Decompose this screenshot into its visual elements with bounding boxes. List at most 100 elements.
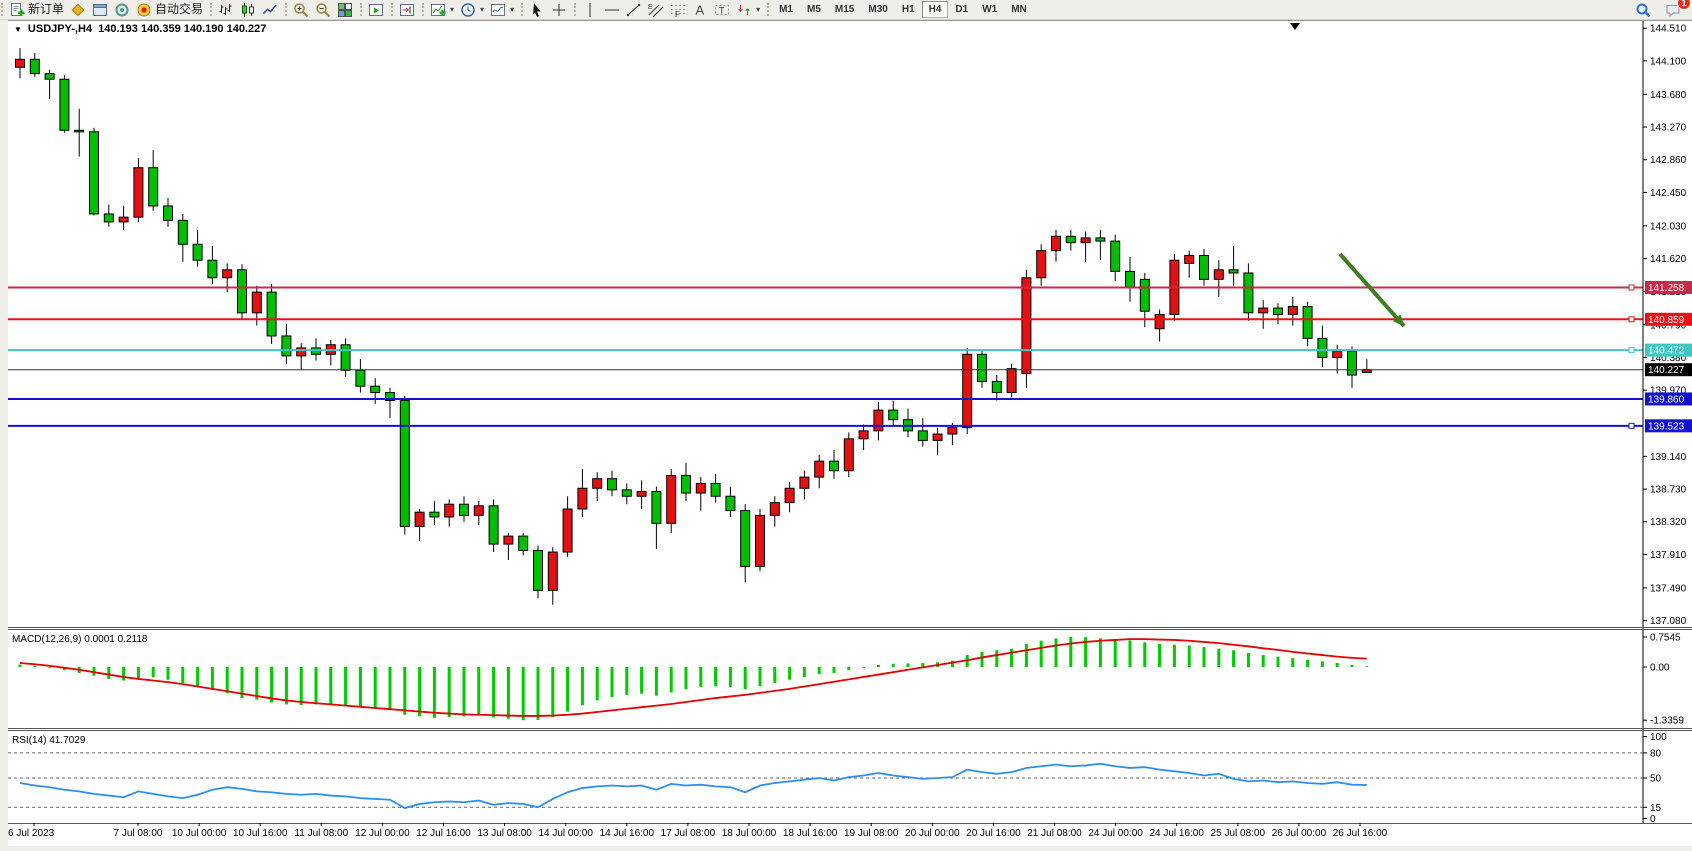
price-tick-label: 144.100 xyxy=(1650,56,1687,67)
time-tick-label: 13 Jul 08:00 xyxy=(477,828,532,839)
arrows-button[interactable]: ▾ xyxy=(733,0,763,19)
price-tick-label: 142.450 xyxy=(1650,188,1687,199)
candle-up xyxy=(1036,250,1047,279)
candle-up xyxy=(843,438,854,472)
candle-up xyxy=(1213,269,1224,280)
candle-up xyxy=(503,535,514,545)
fibonacci-button[interactable]: F xyxy=(667,0,689,19)
trendline-button[interactable] xyxy=(623,0,645,19)
price-axis[interactable]: 144.510 144.100 143.680 143.270 142.860 142.4… xyxy=(1643,24,1687,825)
line-chart-button[interactable] xyxy=(259,0,281,19)
macd-label: MACD(12,26,9) 0.0001 0.2118 xyxy=(12,634,148,645)
hline-icon xyxy=(605,9,620,10)
candle-down xyxy=(281,335,292,357)
channel-button[interactable]: E xyxy=(645,0,667,19)
vline-button[interactable] xyxy=(579,0,601,19)
candle-down xyxy=(192,243,203,261)
timeframe-w1-button[interactable]: W1 xyxy=(982,4,998,15)
chart-canvas[interactable]: 144.510 144.100 143.680 143.270 142.860 142.4… xyxy=(8,20,1692,846)
time-tick-label: 20 Jul 16:00 xyxy=(966,828,1021,839)
candles-icon xyxy=(242,2,255,17)
timeframe-m1-button[interactable]: M1 xyxy=(779,4,793,15)
candle-down xyxy=(533,549,543,591)
toolbar-group-pointer xyxy=(520,0,573,19)
crosshair-icon xyxy=(553,3,566,16)
zoom-in-button[interactable] xyxy=(290,0,312,19)
periods-button[interactable]: ▾ xyxy=(457,0,487,19)
candle-down xyxy=(148,167,159,207)
price-shift-marker[interactable] xyxy=(1290,23,1300,30)
data-window-button[interactable] xyxy=(89,0,111,19)
time-tick-label: 11 Jul 08:00 xyxy=(294,828,348,839)
chart-window[interactable]: ▼ USDJPY-,H4 140.193 140.359 140.190 140… xyxy=(8,20,1692,846)
hline-handle[interactable] xyxy=(1628,422,1635,429)
new-order-button[interactable]: 新订单 xyxy=(6,0,67,19)
candle-down xyxy=(1243,272,1254,314)
cursor-icon xyxy=(533,2,541,17)
macd-scale-label: 0.00 xyxy=(1650,663,1670,674)
candle-down xyxy=(681,475,691,494)
chart-menu-triangle-icon[interactable]: ▼ xyxy=(14,24,22,34)
timeframe-mn-button[interactable]: MN xyxy=(1011,4,1027,15)
candles-chart-button[interactable] xyxy=(237,0,259,19)
candle-up xyxy=(473,505,484,516)
timeframe-m5-button[interactable]: M5 xyxy=(807,4,821,15)
autotrading-icon xyxy=(137,3,151,16)
hline-handle[interactable] xyxy=(1628,316,1635,323)
dropdown-caret-icon[interactable]: ▾ xyxy=(480,5,485,14)
chart-symbol-label: USDJPY-,H4 xyxy=(27,23,93,35)
timeframe-m30-button[interactable]: M30 xyxy=(868,4,888,15)
auto-scroll-button[interactable] xyxy=(365,0,387,19)
candle-up xyxy=(769,502,780,516)
dropdown-caret-icon[interactable]: ▾ xyxy=(450,5,455,14)
notifications-button[interactable]: 1 xyxy=(1662,0,1691,19)
hline-button[interactable] xyxy=(601,0,623,19)
hline-handle[interactable] xyxy=(1628,284,1635,291)
price-tick-label: 137.490 xyxy=(1650,583,1687,594)
candle-up xyxy=(858,430,869,440)
text-icon: A xyxy=(696,2,705,17)
time-tick-label: 17 Jul 08:00 xyxy=(661,828,716,839)
chart-shift-button[interactable] xyxy=(396,0,418,19)
search-button[interactable] xyxy=(1632,0,1654,19)
chart-quote-ohlc: 140.193 140.359 140.190 140.227 xyxy=(98,23,267,35)
candle-down xyxy=(1139,278,1150,312)
charts-cube-button[interactable] xyxy=(67,0,89,19)
dropdown-caret-icon[interactable]: ▾ xyxy=(756,5,761,14)
autotrading-button[interactable]: 自动交易 xyxy=(133,0,206,19)
time-axis-strip[interactable] xyxy=(8,823,1692,846)
toolbar-group-autoscroll xyxy=(359,0,390,19)
dropdown-caret-icon[interactable]: ▾ xyxy=(510,5,515,14)
time-tick-label: 10 Jul 16:00 xyxy=(233,828,288,839)
candle-down xyxy=(370,385,381,394)
timeframe-m15-button[interactable]: M15 xyxy=(834,4,855,15)
crosshair-button[interactable] xyxy=(548,0,570,19)
time-axis[interactable]: 6 Jul 2023 7 Jul 08:00 10 Jul 00:00 10 Jul … xyxy=(8,823,1388,839)
candle-down xyxy=(991,380,1002,394)
cursor-button[interactable] xyxy=(526,0,548,19)
candle-up xyxy=(577,487,588,510)
text-button[interactable]: A xyxy=(689,0,711,19)
timeframe-h1-button[interactable]: H1 xyxy=(901,4,915,15)
rsi-scale-label: 100 xyxy=(1650,732,1667,743)
candle-down xyxy=(1199,254,1209,280)
zoom-out-button[interactable] xyxy=(312,0,334,19)
navigator-button[interactable] xyxy=(111,0,133,19)
timeframe-d1-button[interactable]: D1 xyxy=(955,4,969,15)
candles-layer xyxy=(15,48,1372,605)
text-label-button[interactable]: T xyxy=(711,0,733,19)
trend-arrow-object[interactable] xyxy=(1338,252,1406,328)
chart-title: ▼ USDJPY-,H4 140.193 140.359 140.190 140… xyxy=(14,23,266,35)
hline-handle[interactable] xyxy=(1628,347,1635,354)
candle-up xyxy=(1080,237,1091,244)
templates-button[interactable]: ▾ xyxy=(487,0,517,19)
bars-chart-button[interactable] xyxy=(215,0,237,19)
channel-icon: E xyxy=(648,4,664,17)
tile-windows-button[interactable] xyxy=(334,0,356,19)
timeframe-h4-button[interactable]: H4 xyxy=(921,1,949,18)
indicators-button[interactable]: ▾ xyxy=(427,0,457,19)
candle-down xyxy=(429,511,440,518)
candle-up xyxy=(414,511,425,528)
candle-down xyxy=(621,489,632,497)
candle-up xyxy=(755,514,765,567)
